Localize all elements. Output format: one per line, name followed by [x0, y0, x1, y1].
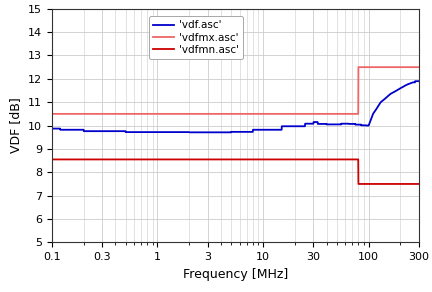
'vdfmx.asc'	[338, 112, 343, 116]
'vdfmx.asc'	[406, 65, 411, 69]
Legend: 'vdf.asc', 'vdfmx.asc', 'vdfmn.asc': 'vdf.asc', 'vdfmx.asc', 'vdfmn.asc'	[149, 16, 243, 59]
'vdfmx.asc'	[356, 65, 361, 69]
'vdfmx.asc'	[218, 112, 223, 116]
'vdf.asc'	[228, 131, 233, 134]
'vdfmn.asc'	[406, 182, 411, 186]
'vdfmn.asc'	[68, 158, 73, 161]
'vdf.asc'	[413, 79, 418, 83]
'vdf.asc'	[187, 131, 192, 134]
Line: 'vdfmn.asc': 'vdfmn.asc'	[52, 159, 419, 184]
'vdfmn.asc'	[406, 182, 411, 186]
'vdfmn.asc'	[416, 182, 422, 186]
'vdfmx.asc'	[228, 112, 233, 116]
'vdf.asc'	[406, 82, 411, 86]
'vdf.asc'	[406, 82, 411, 86]
'vdfmn.asc'	[49, 158, 54, 161]
'vdfmx.asc'	[68, 112, 73, 116]
'vdfmx.asc'	[416, 65, 422, 69]
Line: 'vdf.asc': 'vdf.asc'	[52, 81, 419, 132]
'vdf.asc'	[339, 123, 344, 126]
'vdf.asc'	[416, 79, 422, 83]
'vdfmn.asc'	[356, 182, 361, 186]
Y-axis label: VDF [dB]: VDF [dB]	[10, 98, 22, 153]
'vdf.asc'	[49, 127, 54, 130]
'vdfmn.asc'	[228, 158, 233, 161]
'vdfmx.asc'	[49, 112, 54, 116]
'vdfmn.asc'	[338, 158, 343, 161]
Line: 'vdfmx.asc': 'vdfmx.asc'	[52, 67, 419, 114]
'vdfmn.asc'	[218, 158, 223, 161]
'vdf.asc'	[68, 128, 73, 131]
'vdfmx.asc'	[406, 65, 411, 69]
X-axis label: Frequency [MHz]: Frequency [MHz]	[183, 268, 288, 281]
'vdf.asc'	[218, 131, 223, 134]
